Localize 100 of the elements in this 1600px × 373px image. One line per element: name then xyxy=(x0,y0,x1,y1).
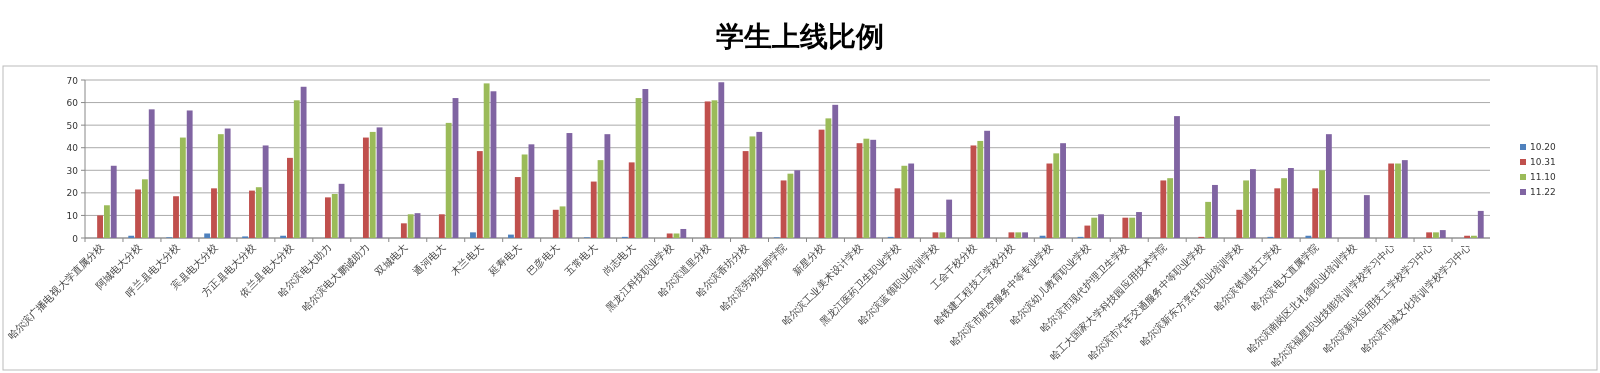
bar xyxy=(780,180,787,238)
bar xyxy=(445,122,452,238)
y-tick-label: 60 xyxy=(66,98,79,109)
bar xyxy=(331,193,338,238)
bar xyxy=(1129,217,1136,238)
bar xyxy=(832,104,839,238)
bar xyxy=(103,205,110,238)
bar xyxy=(825,118,832,238)
bar xyxy=(704,101,711,238)
bar xyxy=(1212,184,1218,238)
x-tick-label: 木兰电大 xyxy=(449,241,486,278)
bar xyxy=(407,214,414,238)
bar xyxy=(1433,232,1439,238)
bar xyxy=(369,131,376,238)
x-tick-label: 延寿电大 xyxy=(486,241,524,279)
bar xyxy=(1471,235,1477,238)
bar xyxy=(1053,153,1060,238)
bar xyxy=(97,215,103,238)
bar xyxy=(1312,188,1319,238)
bar xyxy=(1395,163,1401,238)
bar xyxy=(438,214,445,238)
legend-label: 10.31 xyxy=(1530,157,1556,167)
bar xyxy=(514,177,521,238)
bar xyxy=(135,189,141,238)
bar xyxy=(1287,168,1294,238)
bar xyxy=(1464,235,1471,238)
bar xyxy=(300,86,307,238)
bar xyxy=(476,151,483,238)
bar xyxy=(1098,214,1104,238)
bar xyxy=(1319,170,1325,238)
x-tick-label: 通河电大 xyxy=(411,241,448,278)
bar xyxy=(128,235,135,238)
bar xyxy=(984,130,991,238)
bar xyxy=(1160,180,1167,238)
legend-label: 11.10 xyxy=(1530,172,1557,182)
bar xyxy=(1325,134,1332,238)
bar xyxy=(642,89,649,238)
y-tick-label: 20 xyxy=(66,188,79,199)
bar xyxy=(946,199,953,238)
bar xyxy=(508,234,514,238)
bar xyxy=(249,190,255,238)
bar xyxy=(1250,169,1256,238)
bar xyxy=(718,82,725,238)
y-tick-label: 10 xyxy=(66,210,79,221)
bar xyxy=(680,228,687,238)
bar xyxy=(742,151,749,238)
bar xyxy=(1060,143,1066,238)
bar xyxy=(186,110,193,238)
bar xyxy=(863,138,870,238)
bar xyxy=(1363,195,1370,238)
bar xyxy=(362,137,369,238)
bar xyxy=(1439,230,1446,238)
bar xyxy=(977,140,984,238)
bar xyxy=(1243,180,1250,238)
bar xyxy=(204,233,211,238)
y-tick-label: 30 xyxy=(66,165,79,176)
bar xyxy=(1015,232,1022,238)
legend-label: 11.22 xyxy=(1530,187,1556,197)
bar xyxy=(604,134,611,238)
bar xyxy=(470,232,476,238)
bar xyxy=(211,188,217,238)
bar xyxy=(179,137,186,238)
bar xyxy=(148,109,155,238)
bar xyxy=(666,233,673,238)
bar xyxy=(255,187,262,238)
bar xyxy=(1084,225,1091,238)
bar xyxy=(1305,235,1312,238)
bar xyxy=(590,181,597,238)
y-tick-label: 50 xyxy=(66,120,79,131)
bar xyxy=(141,179,148,238)
x-tick-label: 巴彦电大 xyxy=(525,241,562,278)
bar xyxy=(1008,232,1015,238)
bar xyxy=(1426,232,1433,238)
bar xyxy=(400,223,407,238)
bar xyxy=(566,133,573,238)
bar xyxy=(1388,163,1395,238)
bar xyxy=(756,131,763,238)
bar xyxy=(1046,163,1053,238)
bar xyxy=(280,235,287,238)
x-tick-label: 双城电大 xyxy=(373,241,410,278)
bar xyxy=(1274,188,1281,238)
bar xyxy=(794,170,801,238)
chart-title: 学生上线比例 xyxy=(716,20,884,53)
bar xyxy=(262,145,269,238)
bar xyxy=(552,209,559,238)
bar xyxy=(908,163,915,238)
y-tick-label: 40 xyxy=(66,143,79,154)
bar xyxy=(1091,217,1098,238)
bar xyxy=(324,197,331,238)
bar xyxy=(1401,160,1408,238)
bar xyxy=(1477,210,1484,238)
bar xyxy=(628,162,635,238)
bar xyxy=(1174,116,1180,238)
bar xyxy=(1167,178,1174,238)
bar xyxy=(1236,209,1243,238)
bar xyxy=(901,165,908,238)
bar xyxy=(217,134,224,238)
y-tick-label: 0 xyxy=(72,233,79,244)
y-tick-label: 70 xyxy=(66,75,79,86)
bar xyxy=(110,165,117,238)
